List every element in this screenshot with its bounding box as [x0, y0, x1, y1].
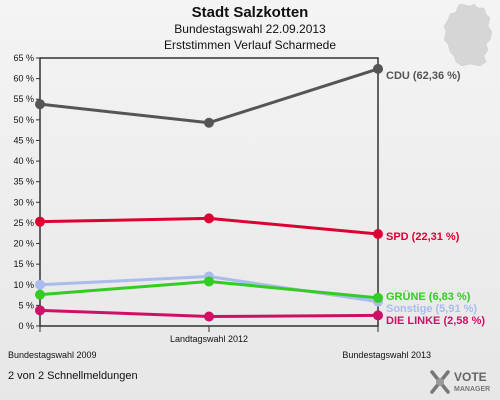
data-point-spd	[35, 216, 45, 227]
end-label-die-linke: DIE LINKE (2,58 %)	[386, 315, 485, 327]
end-label-spd: SPD (22,31 %)	[386, 231, 460, 243]
svg-text:MANAGER: MANAGER	[454, 386, 490, 393]
y-tick-label: 35 %	[13, 177, 34, 187]
y-tick-label: 0 %	[18, 321, 34, 331]
data-point-gr-ne	[204, 276, 214, 287]
y-tick-label: 55 %	[13, 94, 34, 104]
series-line-cdu	[39, 67, 379, 125]
data-point-die-linke	[373, 310, 383, 321]
chart-subtitle: Bundestagswahl 22.09.2013	[174, 22, 326, 36]
y-tick-label: 25 %	[13, 218, 34, 228]
footer-note: 2 von 2 Schnellmeldungen	[8, 370, 138, 382]
y-tick-label: 60 %	[13, 74, 34, 84]
chart-subtitle-2: Erststimmen Verlauf Scharmede	[163, 38, 337, 52]
data-point-cdu	[35, 99, 45, 110]
end-label-sonstige: Sonstige (5,91 %)	[386, 303, 477, 315]
y-tick-label: 50 %	[13, 115, 34, 125]
y-tick-label: 45 %	[13, 135, 34, 145]
x-tick-label: Landtagswahl 2012	[170, 334, 248, 344]
svg-text:VOTE: VOTE	[454, 370, 487, 384]
data-point-spd	[373, 229, 383, 240]
y-tick-label: 30 %	[13, 197, 34, 207]
y-tick-label: 10 %	[13, 280, 34, 290]
y-tick-label: 5 %	[18, 300, 34, 310]
data-point-gr-ne	[373, 292, 383, 303]
y-tick-label: 40 %	[13, 156, 34, 166]
y-tick-label: 15 %	[13, 259, 34, 269]
data-point-cdu	[204, 117, 214, 128]
chart-title: Stadt Salzkotten	[191, 4, 309, 21]
end-label-gr-ne: GRÜNE (6,83 %)	[386, 290, 471, 303]
data-point-cdu	[373, 63, 383, 74]
y-tick-label: 20 %	[13, 239, 34, 249]
data-point-spd	[204, 213, 214, 224]
y-tick-label: 65 %	[13, 53, 34, 63]
x-tick-label: Bundestagswahl 2013	[342, 350, 431, 360]
data-point-gr-ne	[35, 289, 45, 300]
germany-map-icon	[443, 3, 493, 67]
x-tick-label: Bundestagswahl 2009	[8, 350, 97, 360]
votemanager-logo: VOTE MANAGER	[430, 370, 490, 394]
data-point-die-linke	[204, 311, 214, 322]
end-label-cdu: CDU (62,36 %)	[386, 70, 461, 82]
data-point-die-linke	[35, 305, 45, 316]
data-point-sonstige	[35, 279, 45, 290]
